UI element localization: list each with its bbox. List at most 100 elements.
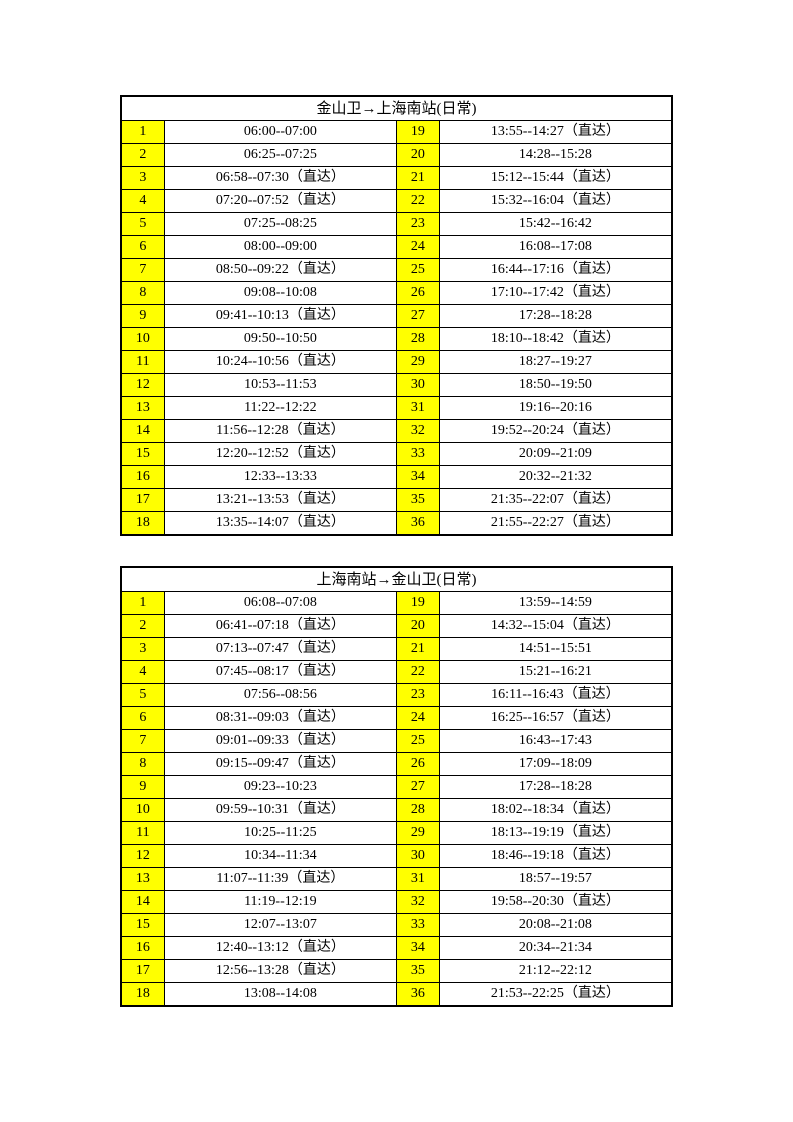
table-title: 金山卫→上海南站(日常) bbox=[121, 96, 672, 121]
time-left: 09:59--10:31（直达） bbox=[164, 799, 396, 822]
table-row: 809:15--09:47（直达）2617:09--18:09 bbox=[121, 753, 672, 776]
table-body-1: 106:00--07:001913:55--14:27（直达）206:25--0… bbox=[121, 121, 672, 536]
row-number-left: 17 bbox=[121, 960, 164, 983]
time-left: 09:08--10:08 bbox=[164, 282, 396, 305]
table-title-row: 上海南站→金山卫(日常) bbox=[121, 567, 672, 592]
row-number-right: 34 bbox=[396, 937, 439, 960]
table-row: 1210:53--11:533018:50--19:50 bbox=[121, 374, 672, 397]
row-number-left: 10 bbox=[121, 799, 164, 822]
row-number-left: 8 bbox=[121, 753, 164, 776]
table-row: 1712:56--13:28（直达）3521:12--22:12 bbox=[121, 960, 672, 983]
schedule-table-1: 金山卫→上海南站(日常) 106:00--07:001913:55--14:27… bbox=[120, 95, 673, 536]
row-number-right: 29 bbox=[396, 822, 439, 845]
row-number-left: 7 bbox=[121, 259, 164, 282]
row-number-left: 2 bbox=[121, 615, 164, 638]
row-number-left: 7 bbox=[121, 730, 164, 753]
time-right: 15:12--15:44（直达） bbox=[439, 167, 672, 190]
time-left: 11:07--11:39（直达） bbox=[164, 868, 396, 891]
row-number-right: 33 bbox=[396, 443, 439, 466]
row-number-right: 24 bbox=[396, 236, 439, 259]
time-right: 13:55--14:27（直达） bbox=[439, 121, 672, 144]
time-left: 11:19--12:19 bbox=[164, 891, 396, 914]
table-row: 709:01--09:33（直达）2516:43--17:43 bbox=[121, 730, 672, 753]
time-left: 11:22--12:22 bbox=[164, 397, 396, 420]
row-number-left: 15 bbox=[121, 443, 164, 466]
row-number-right: 21 bbox=[396, 167, 439, 190]
time-left: 07:56--08:56 bbox=[164, 684, 396, 707]
time-left: 08:31--09:03（直达） bbox=[164, 707, 396, 730]
row-number-left: 4 bbox=[121, 661, 164, 684]
table-body-2: 106:08--07:081913:59--14:59206:41--07:18… bbox=[121, 592, 672, 1007]
time-right: 18:02--18:34（直达） bbox=[439, 799, 672, 822]
page-container: 金山卫→上海南站(日常) 106:00--07:001913:55--14:27… bbox=[0, 0, 793, 1007]
row-number-left: 16 bbox=[121, 466, 164, 489]
row-number-left: 11 bbox=[121, 351, 164, 374]
table-row: 1411:56--12:28（直达）3219:52--20:24（直达） bbox=[121, 420, 672, 443]
row-number-left: 5 bbox=[121, 213, 164, 236]
table-row: 206:25--07:252014:28--15:28 bbox=[121, 144, 672, 167]
row-number-right: 24 bbox=[396, 707, 439, 730]
table-row: 1813:08--14:083621:53--22:25（直达） bbox=[121, 983, 672, 1007]
time-left: 12:07--13:07 bbox=[164, 914, 396, 937]
time-right: 15:32--16:04（直达） bbox=[439, 190, 672, 213]
row-number-right: 29 bbox=[396, 351, 439, 374]
time-right: 18:13--19:19（直达） bbox=[439, 822, 672, 845]
time-right: 18:50--19:50 bbox=[439, 374, 672, 397]
row-number-right: 26 bbox=[396, 282, 439, 305]
row-number-left: 9 bbox=[121, 776, 164, 799]
table-row: 1512:20--12:52（直达）3320:09--21:09 bbox=[121, 443, 672, 466]
time-right: 17:10--17:42（直达） bbox=[439, 282, 672, 305]
row-number-right: 25 bbox=[396, 259, 439, 282]
table-row: 507:56--08:562316:11--16:43（直达） bbox=[121, 684, 672, 707]
time-left: 12:40--13:12（直达） bbox=[164, 937, 396, 960]
row-number-left: 16 bbox=[121, 937, 164, 960]
table-row: 1110:25--11:252918:13--19:19（直达） bbox=[121, 822, 672, 845]
row-number-left: 2 bbox=[121, 144, 164, 167]
table-row: 909:23--10:232717:28--18:28 bbox=[121, 776, 672, 799]
time-right: 15:42--16:42 bbox=[439, 213, 672, 236]
time-left: 10:53--11:53 bbox=[164, 374, 396, 397]
row-number-right: 19 bbox=[396, 592, 439, 615]
table-row: 1512:07--13:073320:08--21:08 bbox=[121, 914, 672, 937]
row-number-left: 13 bbox=[121, 397, 164, 420]
time-left: 13:35--14:07（直达） bbox=[164, 512, 396, 536]
time-left: 06:41--07:18（直达） bbox=[164, 615, 396, 638]
table-row: 1612:40--13:12（直达）3420:34--21:34 bbox=[121, 937, 672, 960]
time-right: 17:28--18:28 bbox=[439, 776, 672, 799]
row-number-right: 23 bbox=[396, 213, 439, 236]
table-row: 809:08--10:082617:10--17:42（直达） bbox=[121, 282, 672, 305]
time-right: 19:58--20:30（直达） bbox=[439, 891, 672, 914]
table-row: 1713:21--13:53（直达）3521:35--22:07（直达） bbox=[121, 489, 672, 512]
table-row: 1210:34--11:343018:46--19:18（直达） bbox=[121, 845, 672, 868]
row-number-right: 25 bbox=[396, 730, 439, 753]
row-number-right: 19 bbox=[396, 121, 439, 144]
row-number-right: 35 bbox=[396, 960, 439, 983]
time-right: 20:34--21:34 bbox=[439, 937, 672, 960]
table-row: 608:00--09:002416:08--17:08 bbox=[121, 236, 672, 259]
time-right: 18:46--19:18（直达） bbox=[439, 845, 672, 868]
time-left: 13:08--14:08 bbox=[164, 983, 396, 1007]
time-right: 13:59--14:59 bbox=[439, 592, 672, 615]
time-left: 08:50--09:22（直达） bbox=[164, 259, 396, 282]
table-row: 608:31--09:03（直达）2416:25--16:57（直达） bbox=[121, 707, 672, 730]
table-row: 909:41--10:13（直达）2717:28--18:28 bbox=[121, 305, 672, 328]
time-left: 06:58--07:30（直达） bbox=[164, 167, 396, 190]
time-right: 20:09--21:09 bbox=[439, 443, 672, 466]
row-number-right: 21 bbox=[396, 638, 439, 661]
time-left: 07:13--07:47（直达） bbox=[164, 638, 396, 661]
row-number-right: 27 bbox=[396, 776, 439, 799]
time-right: 14:32--15:04（直达） bbox=[439, 615, 672, 638]
time-right: 17:28--18:28 bbox=[439, 305, 672, 328]
row-number-left: 3 bbox=[121, 167, 164, 190]
row-number-left: 3 bbox=[121, 638, 164, 661]
time-left: 06:08--07:08 bbox=[164, 592, 396, 615]
time-left: 09:15--09:47（直达） bbox=[164, 753, 396, 776]
time-right: 20:32--21:32 bbox=[439, 466, 672, 489]
table-row: 1813:35--14:07（直达）3621:55--22:27（直达） bbox=[121, 512, 672, 536]
table-row: 1311:22--12:223119:16--20:16 bbox=[121, 397, 672, 420]
time-right: 19:52--20:24（直达） bbox=[439, 420, 672, 443]
time-left: 12:20--12:52（直达） bbox=[164, 443, 396, 466]
time-right: 14:51--15:51 bbox=[439, 638, 672, 661]
time-right: 15:21--16:21 bbox=[439, 661, 672, 684]
table-row: 106:00--07:001913:55--14:27（直达） bbox=[121, 121, 672, 144]
